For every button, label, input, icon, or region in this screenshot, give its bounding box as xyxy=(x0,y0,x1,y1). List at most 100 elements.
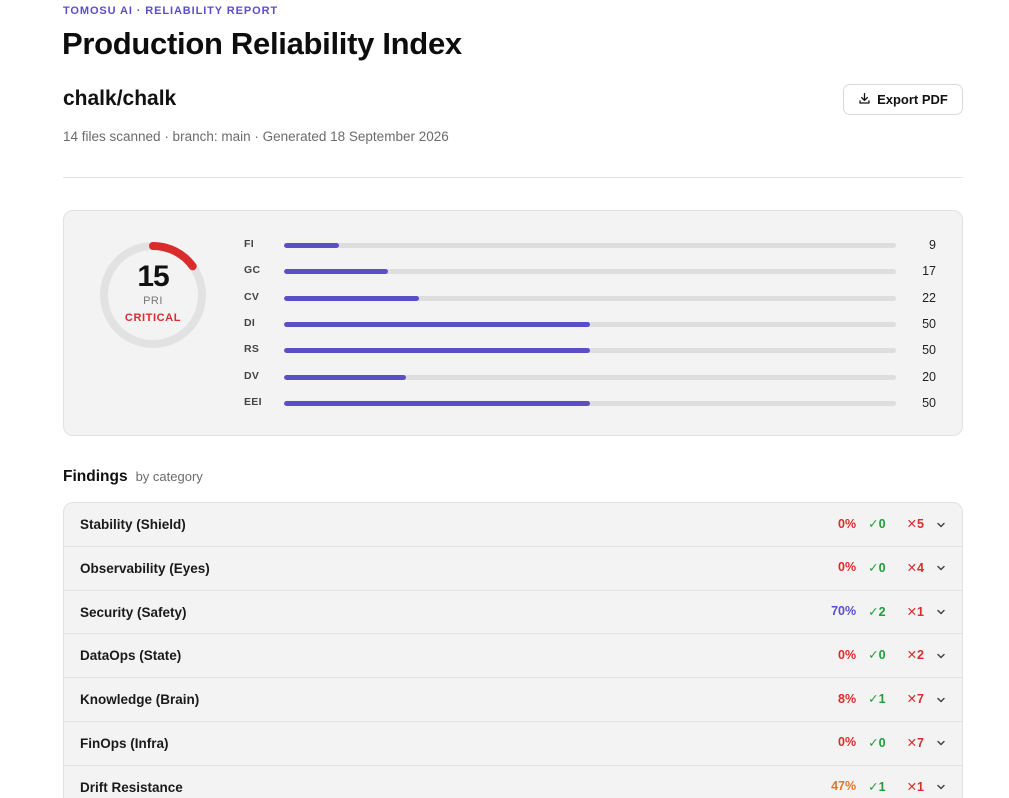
gauge-arc xyxy=(100,242,206,348)
finding-stats: 0% ✓0 ✕2 xyxy=(838,647,946,662)
metric-track xyxy=(284,269,896,275)
metric-row-dv: DV 20 xyxy=(244,370,936,386)
download-icon xyxy=(858,92,871,108)
finding-pass-count: ✓0 xyxy=(868,735,886,750)
finding-fail-count: ✕2 xyxy=(906,648,924,663)
finding-pass-count: ✓1 xyxy=(868,692,886,707)
finding-fail-count: ✕4 xyxy=(906,560,924,575)
finding-score-percent: 70% xyxy=(831,604,857,619)
metric-value: 50 xyxy=(922,343,936,358)
score-card: 15 PRI CRITICAL FI 9 GC 17 CV 22 DI 50 RS 50 DV 20 E… xyxy=(63,210,963,436)
finding-stats: 47% ✓1 ✕1 xyxy=(831,779,946,794)
metric-bar xyxy=(284,374,407,380)
header-divider xyxy=(63,177,963,178)
finding-row[interactable]: Security (Safety) 70% ✓2 ✕1 xyxy=(64,591,962,635)
metric-row-cv: CV 22 xyxy=(244,291,936,307)
finding-pass-count: ✓1 xyxy=(868,779,886,794)
finding-pass-count: ✓0 xyxy=(868,517,886,531)
finding-row[interactable]: Observability (Eyes) 0% ✓0 ✕4 xyxy=(64,547,962,591)
finding-fail-count: ✕7 xyxy=(906,735,924,750)
finding-score-percent: 0% xyxy=(838,735,857,750)
metric-bar xyxy=(284,321,590,327)
finding-score-percent: 8% xyxy=(838,691,857,706)
metric-bar xyxy=(284,348,590,354)
findings-header: Findings by category xyxy=(63,468,203,486)
findings-title: Findings xyxy=(63,468,128,485)
metric-value: 22 xyxy=(922,290,936,305)
finding-row[interactable]: FinOps (Infra) 0% ✓0 ✕7 xyxy=(64,722,962,766)
chevron-down-icon[interactable] xyxy=(936,737,946,747)
repo-name: chalk/chalk xyxy=(63,87,177,110)
metric-value: 17 xyxy=(922,264,936,279)
metric-track xyxy=(284,295,896,301)
findings-subtitle: by category xyxy=(135,469,203,484)
finding-score-percent: 47% xyxy=(831,779,857,794)
metric-track xyxy=(284,243,896,248)
metric-label: EEI xyxy=(244,395,262,408)
export-pdf-button[interactable]: Export PDF xyxy=(843,84,963,115)
metric-value: 50 xyxy=(922,395,936,410)
finding-row[interactable]: Knowledge (Brain) 8% ✓1 ✕7 xyxy=(64,678,962,722)
chevron-down-icon[interactable] xyxy=(936,562,946,572)
finding-row[interactable]: DataOps (State) 0% ✓0 ✕2 xyxy=(64,634,962,679)
report-eyebrow: TOMOSU AI · RELIABILITY REPORT xyxy=(63,5,279,17)
finding-score-percent: 0% xyxy=(838,516,857,531)
metric-row-fi: FI 9 xyxy=(244,238,936,254)
metric-label: RS xyxy=(244,343,260,356)
metric-label: DV xyxy=(244,369,260,382)
metric-row-rs: RS 50 xyxy=(244,343,936,359)
metric-track xyxy=(284,321,896,327)
metric-label: FI xyxy=(244,238,254,250)
finding-pass-count: ✓0 xyxy=(868,648,886,663)
finding-stats: 0% ✓0 ✕4 xyxy=(838,560,946,575)
metric-row-eei: EEI 50 xyxy=(244,396,936,412)
finding-pass-count: ✓0 xyxy=(868,560,886,575)
page-title: Production Reliability Index xyxy=(62,26,462,61)
finding-score-percent: 0% xyxy=(838,560,857,575)
chevron-down-icon[interactable] xyxy=(936,650,946,660)
scan-meta: 14 files scanned · branch: main · Genera… xyxy=(63,129,449,144)
pri-gauge: 15 PRI CRITICAL xyxy=(98,240,208,350)
chevron-down-icon[interactable] xyxy=(936,781,946,791)
metric-value: 9 xyxy=(929,238,936,252)
metric-bar xyxy=(284,295,419,301)
metric-bar xyxy=(284,400,590,406)
finding-stats: 8% ✓1 ✕7 xyxy=(838,691,946,706)
finding-category-name: DataOps (State) xyxy=(80,648,182,664)
chevron-down-icon[interactable] xyxy=(936,606,946,616)
metric-label: GC xyxy=(244,264,261,277)
finding-fail-count: ✕7 xyxy=(906,692,924,707)
finding-fail-count: ✕1 xyxy=(906,779,924,794)
finding-category-name: FinOps (Infra) xyxy=(80,735,169,751)
finding-fail-count: ✕5 xyxy=(906,517,924,531)
pri-score: 15 xyxy=(137,260,169,293)
pri-status: CRITICAL xyxy=(124,312,182,324)
finding-category-name: Drift Resistance xyxy=(80,779,183,795)
finding-stats: 70% ✓2 ✕1 xyxy=(831,604,946,619)
finding-stats: 0% ✓0 ✕5 xyxy=(838,516,946,531)
finding-pass-count: ✓2 xyxy=(868,604,886,619)
metric-bar xyxy=(284,269,389,275)
finding-score-percent: 0% xyxy=(838,647,857,662)
finding-row[interactable]: Stability (Shield) 0% ✓0 ✕5 xyxy=(64,503,962,547)
chevron-down-icon[interactable] xyxy=(936,694,946,704)
metric-bar xyxy=(284,243,340,248)
metric-label: DI xyxy=(244,316,256,329)
metric-track xyxy=(284,374,896,380)
finding-category-name: Knowledge (Brain) xyxy=(80,692,200,708)
pri-label: PRI xyxy=(143,295,163,307)
metric-track xyxy=(284,348,896,354)
metric-row-gc: GC 17 xyxy=(244,264,936,280)
finding-fail-count: ✕1 xyxy=(906,604,924,619)
chevron-down-icon[interactable] xyxy=(936,519,946,529)
metric-row-di: DI 50 xyxy=(244,317,936,333)
metric-track xyxy=(284,400,896,406)
finding-stats: 0% ✓0 ✕7 xyxy=(838,735,946,750)
metric-value: 50 xyxy=(922,316,936,331)
finding-category-name: Stability (Shield) xyxy=(80,517,186,532)
findings-list: Stability (Shield) 0% ✓0 ✕5 Observability (E… xyxy=(63,502,963,798)
metric-label: CV xyxy=(244,290,260,303)
export-pdf-label: Export PDF xyxy=(877,92,948,107)
finding-row[interactable]: Drift Resistance 47% ✓1 ✕1 xyxy=(64,766,962,798)
metric-value: 20 xyxy=(922,369,936,384)
